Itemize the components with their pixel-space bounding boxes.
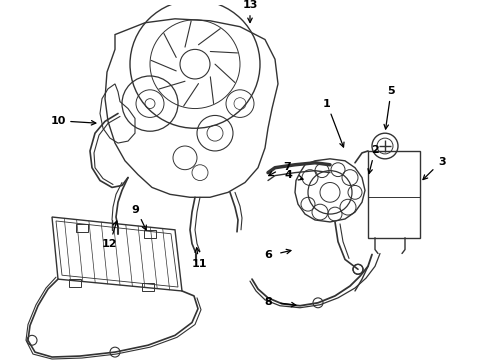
Text: 3: 3 [438, 157, 446, 167]
Text: 8: 8 [264, 297, 272, 307]
Text: 12: 12 [101, 239, 117, 249]
Text: 4: 4 [285, 170, 293, 180]
Bar [76, 224, 88, 232]
Bar [69, 279, 81, 287]
Text: 13: 13 [243, 0, 258, 10]
Text: 1: 1 [322, 99, 330, 109]
Text: 6: 6 [264, 250, 272, 260]
Text: 11: 11 [192, 259, 207, 269]
Text: 7: 7 [283, 162, 291, 172]
Text: 9: 9 [132, 205, 140, 215]
Text: 2: 2 [371, 145, 379, 155]
Bar [144, 230, 156, 238]
Text: 10: 10 [50, 116, 66, 126]
Bar [368, 151, 420, 238]
Bar [142, 283, 154, 291]
Text: 5: 5 [388, 86, 395, 96]
